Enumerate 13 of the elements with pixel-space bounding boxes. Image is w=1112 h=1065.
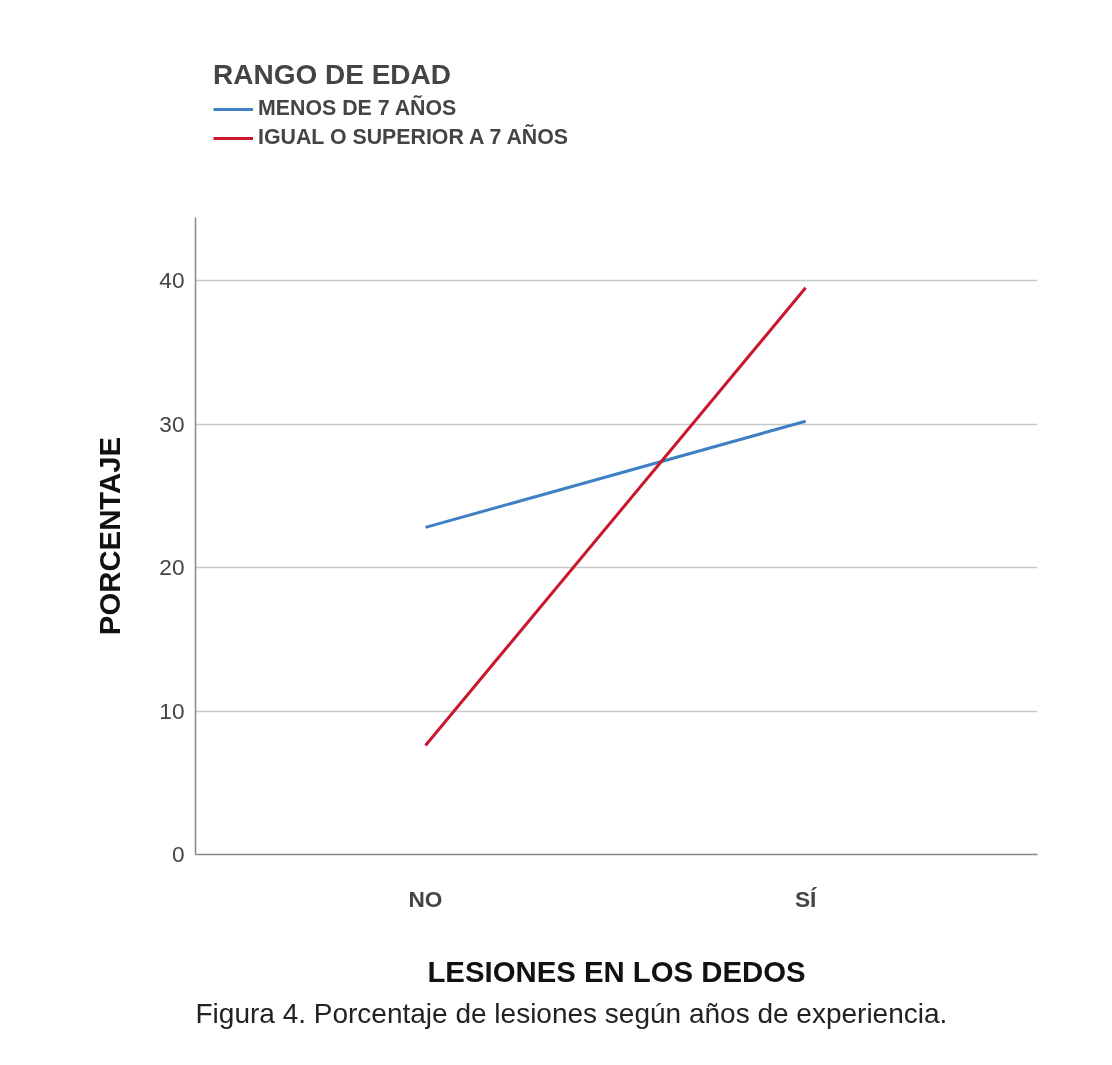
y-tick-label: 30 (159, 410, 185, 437)
legend-title: RANGO DE EDAD (213, 59, 452, 91)
y-tick-label: 40 (159, 267, 185, 294)
text: Figura 4. Porcentaje de lesiones según años de experiencia. (195, 997, 948, 1029)
y-tick-label: 0 (171, 841, 185, 867)
legend-label: IGUAL O SUPERIOR A 7 AÑOS (258, 125, 569, 150)
y-tick-label: 10 (159, 697, 185, 724)
y-axis-title: PORCENTAJE (93, 436, 127, 636)
y-tick-label: 20 (159, 554, 185, 581)
x-tick-label: SÍ (794, 885, 818, 912)
x-axis-title: LESIONES EN LOS DEDOS (427, 954, 806, 988)
x-tick-label: NO (408, 885, 443, 912)
legend-label: MENOS DE 7 AÑOS (258, 96, 457, 121)
